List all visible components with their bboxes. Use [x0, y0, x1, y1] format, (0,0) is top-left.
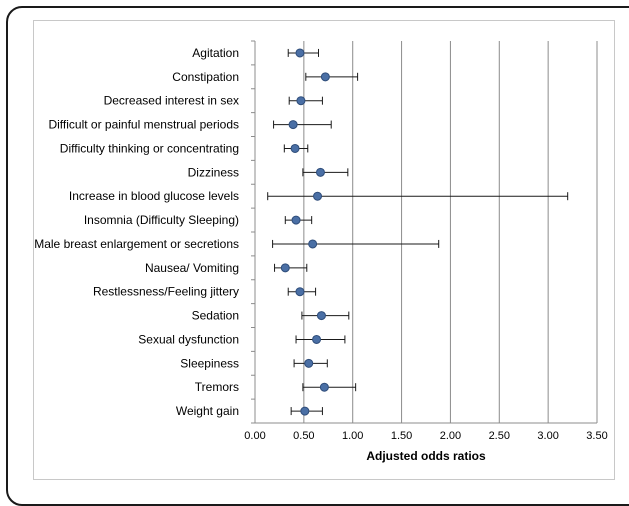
- category-label: Male breast enlargement or secretions: [34, 237, 239, 251]
- x-tick-label: 1.00: [342, 430, 363, 442]
- category-label: Tremors: [195, 380, 239, 394]
- data-point: [288, 120, 298, 130]
- data-point: [296, 96, 306, 106]
- data-point: [316, 311, 326, 321]
- data-point: [290, 143, 300, 153]
- data-point: [280, 263, 290, 273]
- data-point: [312, 334, 322, 344]
- x-tick-label: 2.50: [489, 430, 510, 442]
- x-tick-label: 3.50: [586, 430, 607, 442]
- x-tick-label: 3.00: [537, 430, 558, 442]
- category-label: Difficulty thinking or concentrating: [60, 141, 239, 155]
- data-point: [291, 215, 301, 225]
- gridlines: [303, 41, 598, 423]
- data-point: [300, 406, 310, 416]
- data-point: [319, 382, 329, 392]
- x-axis-title: Adjusted odds ratios: [366, 449, 486, 463]
- category-label: Dizziness: [188, 165, 239, 179]
- x-tick-label: 0.50: [293, 430, 314, 442]
- category-label: Weight gain: [176, 404, 239, 418]
- category-label: Sexual dysfunction: [138, 332, 239, 346]
- category-label: Nausea/ Vomiting: [145, 261, 239, 275]
- data-point: [304, 358, 314, 368]
- category-label: Difficult or painful menstrual periods: [48, 118, 239, 132]
- category-labels: Agitation Constipation Decreased interest …: [34, 46, 239, 418]
- category-label: Sedation: [192, 309, 239, 323]
- category-label: Sleepiness: [180, 356, 239, 370]
- data-point: [315, 167, 325, 177]
- category-label: Decreased interest in sex: [104, 94, 239, 108]
- category-label: Agitation: [192, 46, 239, 60]
- data-point: [313, 191, 323, 201]
- category-label: Restlessness/Feeling jittery: [93, 285, 239, 299]
- data-marks: [267, 48, 569, 416]
- data-point: [295, 287, 305, 297]
- category-label: Increase in blood glucose levels: [69, 189, 239, 203]
- category-label: Insomnia (Difficulty Sleeping): [84, 213, 239, 227]
- data-point: [320, 72, 330, 82]
- x-tick-label: 0.00: [244, 430, 265, 442]
- data-point: [308, 239, 318, 249]
- axes: 0.00 0.50 1.00 1.50 2.00 2.50 3.00 3.50: [244, 40, 608, 442]
- chart-area: [33, 20, 615, 480]
- x-tick-label: 1.50: [391, 430, 412, 442]
- data-point: [295, 48, 305, 58]
- forest-plot: 0.00 0.50 1.00 1.50 2.00 2.50 3.00 3.50 Agitati…: [34, 40, 608, 463]
- category-label: Constipation: [172, 70, 239, 84]
- x-tick-label: 2.00: [440, 430, 461, 442]
